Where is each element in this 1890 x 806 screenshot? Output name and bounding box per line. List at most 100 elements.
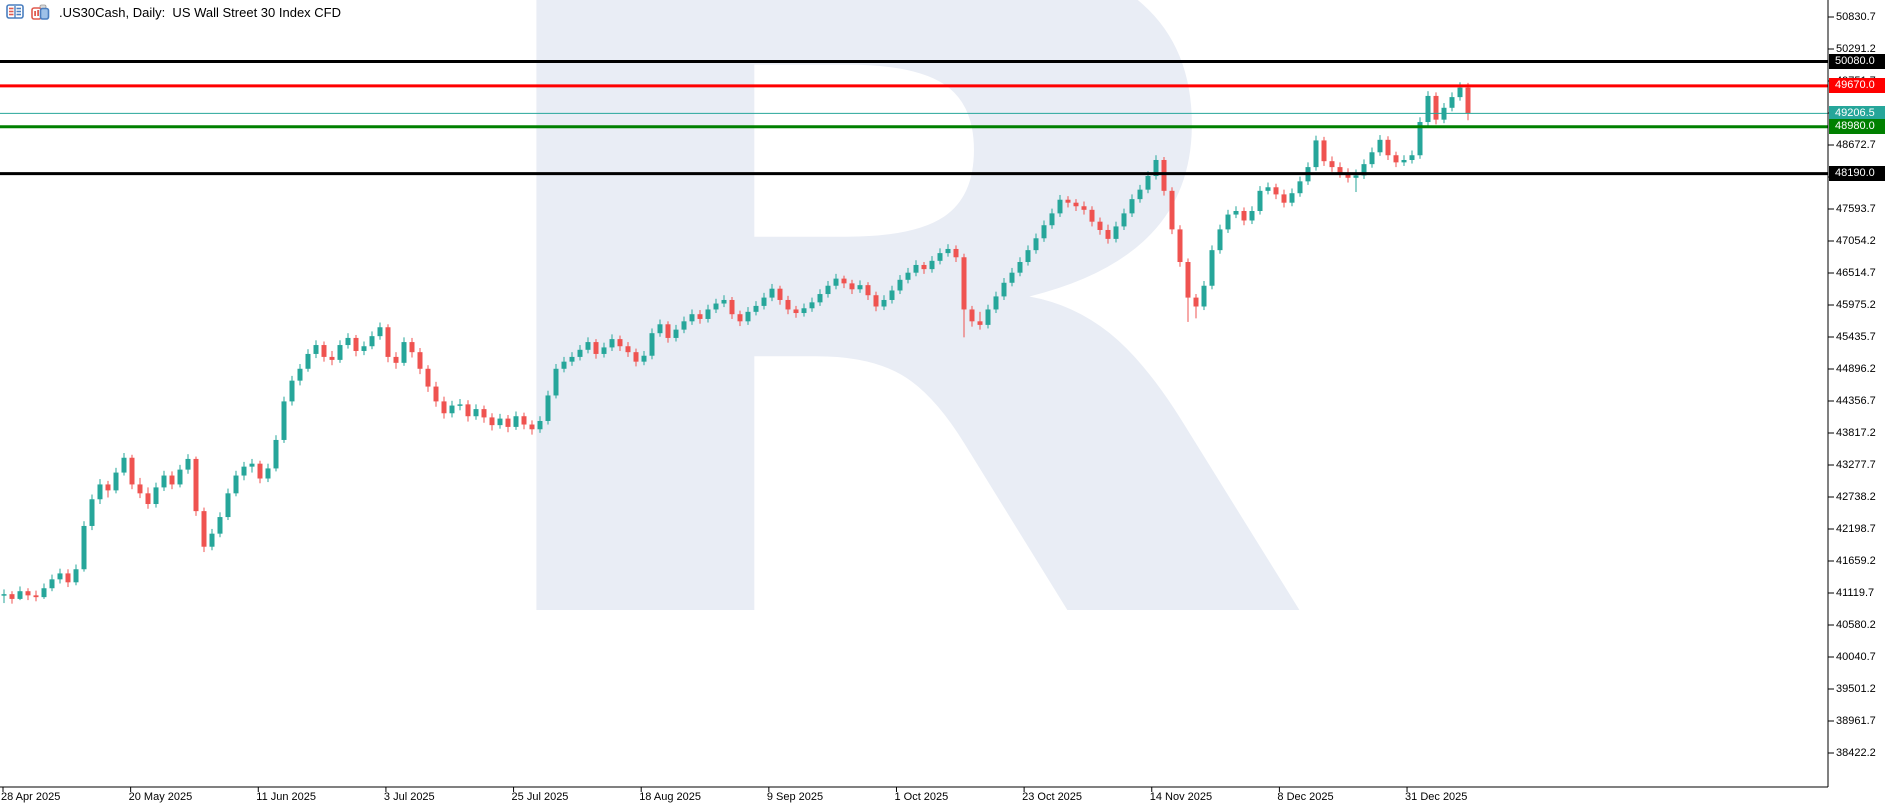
candle-up (377, 327, 383, 337)
candle-up (545, 395, 551, 421)
candle-up (497, 418, 503, 426)
candle-up (49, 579, 55, 589)
level-price-badge: 50080.0 (1829, 54, 1885, 70)
candle-down (137, 484, 143, 494)
candle-up (1033, 238, 1039, 251)
date-tick-label: 11 Jun 2025 (256, 791, 317, 803)
candle-down (1241, 210, 1247, 221)
candle-up (57, 573, 63, 580)
price-tick-label: 41659.2 (1836, 555, 1876, 567)
candle-up (1377, 139, 1383, 153)
date-tick-label: 14 Nov 2025 (1149, 791, 1213, 803)
candle-down (505, 418, 511, 427)
candle-up (833, 278, 839, 286)
candle-down (489, 417, 495, 426)
candle-up (113, 472, 119, 491)
candle-up (457, 404, 463, 406)
candle-down (1089, 209, 1095, 222)
candle-up (1025, 250, 1031, 263)
candle-down (1321, 140, 1327, 162)
price-tick-label: 40040.7 (1836, 651, 1876, 663)
candle-down (409, 342, 415, 353)
candle-up (1361, 164, 1367, 176)
candle-up (1249, 210, 1255, 221)
candle-up (1297, 181, 1303, 194)
candle-up (649, 333, 655, 356)
price-tick-label: 42198.7 (1836, 523, 1876, 535)
candle-up (1001, 282, 1007, 297)
candle-down (625, 346, 631, 353)
candle-down (865, 285, 871, 296)
candle-up (745, 311, 751, 322)
candle-down (1337, 167, 1343, 174)
candle-down (393, 356, 399, 363)
price-tick-label: 45975.2 (1836, 299, 1876, 311)
market-watch-icon[interactable] (6, 4, 25, 20)
candle-up (1401, 159, 1407, 163)
candle-up (1009, 272, 1015, 283)
candle-up (1457, 87, 1463, 98)
candle-down (1273, 187, 1279, 195)
candle-up (1417, 122, 1423, 156)
candle-up (1233, 210, 1239, 215)
candle-up (369, 336, 375, 347)
price-tick-label: 48672.7 (1836, 139, 1876, 151)
candle-up (449, 405, 455, 414)
candle-up (569, 356, 575, 362)
candle-down (873, 295, 879, 307)
candle-down (529, 424, 535, 430)
candle-up (897, 279, 903, 291)
date-tick-label: 31 Dec 2025 (1405, 791, 1468, 803)
candle-up (857, 285, 863, 290)
candle-up (601, 347, 607, 354)
candle-up (769, 288, 775, 298)
candle-down (793, 309, 799, 314)
candle-wick (3, 589, 5, 604)
candle-wick (979, 311, 981, 330)
candle-down (1097, 221, 1103, 230)
price-tick-label: 38422.2 (1836, 747, 1876, 759)
candle-up (641, 355, 647, 362)
candle-down (129, 457, 135, 485)
candle-up (585, 342, 591, 350)
candle-up (889, 290, 895, 300)
level-price-badge: 49670.0 (1829, 78, 1885, 94)
candle-up (609, 339, 615, 348)
candle-up (401, 342, 407, 363)
chart-title: .US30Cash, Daily: US Wall Street 30 Inde… (59, 4, 342, 20)
candle-up (153, 487, 159, 505)
candle-up (1353, 175, 1359, 178)
price-tick-label: 44896.2 (1836, 363, 1876, 375)
date-tick-label: 23 Oct 2025 (1022, 791, 1083, 803)
candle-down (1345, 173, 1351, 178)
candle-up (1113, 226, 1119, 239)
candle-down (1073, 202, 1079, 207)
candle-down (353, 337, 359, 351)
candle-down (481, 409, 487, 418)
candle-down (1185, 262, 1191, 298)
new-chart-icon[interactable] (31, 4, 50, 20)
candle-down (465, 404, 471, 417)
candle-down (1465, 87, 1471, 114)
candle-up (905, 272, 911, 280)
candle-down (193, 458, 199, 512)
candle-up (313, 345, 319, 354)
candle-up (41, 588, 47, 598)
candle-up (265, 468, 271, 479)
candle-up (761, 297, 767, 306)
candle-up (361, 346, 367, 351)
candle-up (985, 309, 991, 325)
candle-up (1201, 285, 1207, 307)
candle-down (1433, 95, 1439, 120)
candle-up (825, 285, 831, 295)
candle-wick (1355, 169, 1357, 193)
candle-up (1129, 199, 1135, 214)
candle-up (913, 264, 919, 273)
broker-watermark-letter: R (430, 0, 1323, 806)
candle-up (937, 253, 943, 261)
candle-down (521, 416, 527, 425)
candle-up (305, 353, 311, 369)
candle-up (273, 439, 279, 469)
candle-down (25, 591, 31, 596)
